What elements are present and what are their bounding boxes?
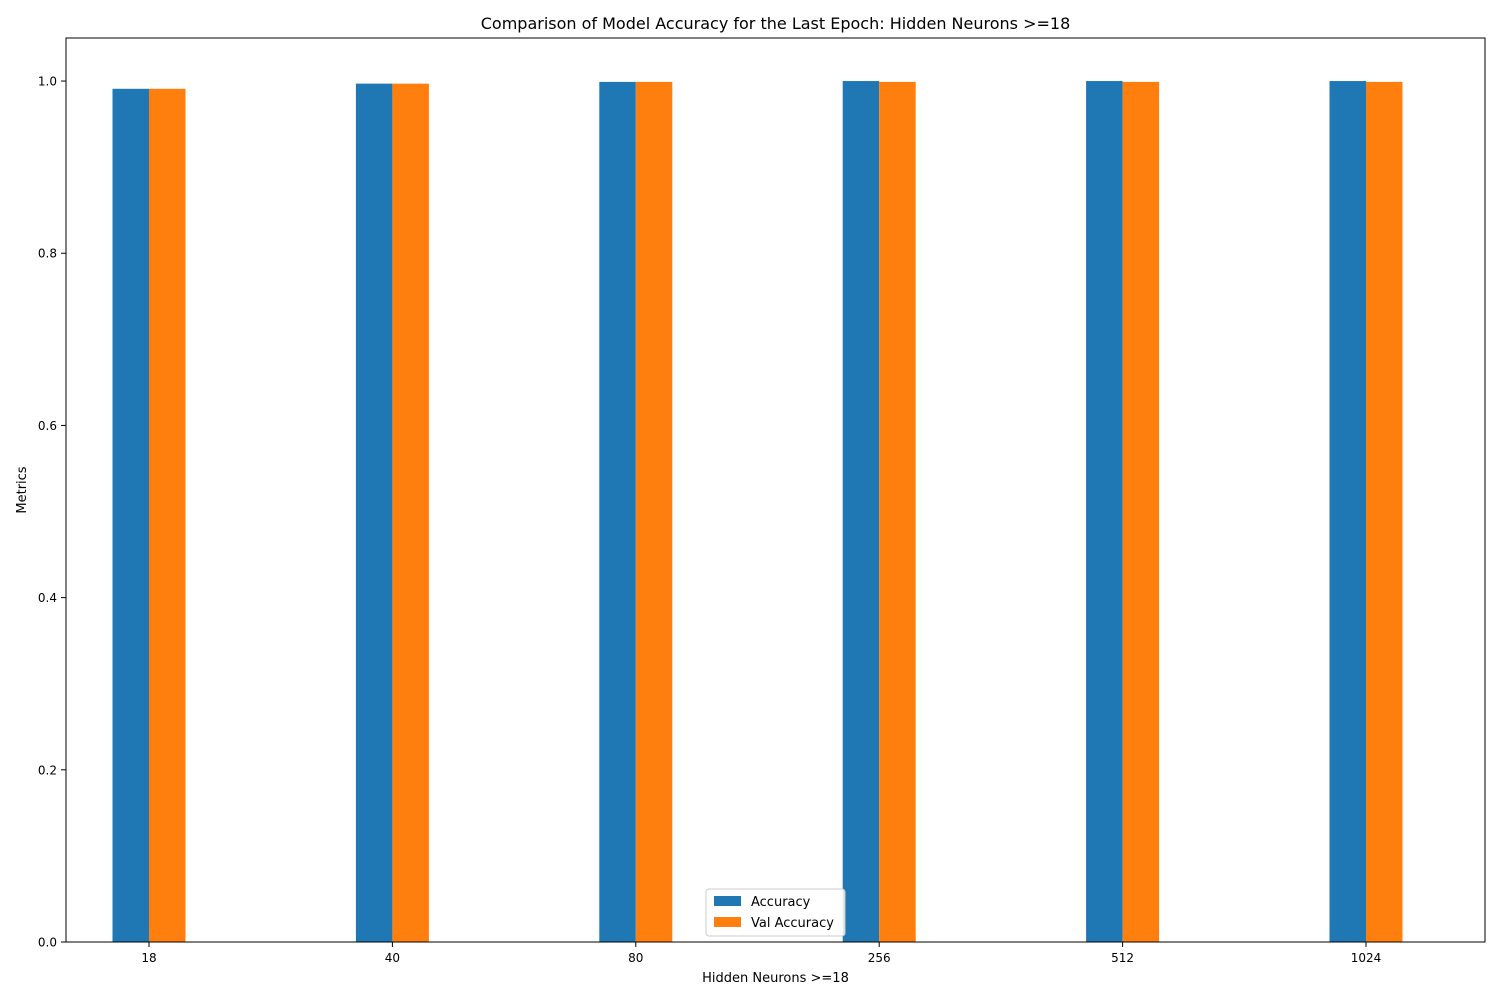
y-tick-label: 0.8 — [38, 247, 57, 261]
bar-accuracy-80 — [599, 81, 636, 942]
legend-label: Val Accuracy — [751, 916, 834, 931]
legend: Accuracy Val Accuracy — [705, 888, 846, 937]
y-tick-label: 0.2 — [38, 763, 57, 777]
y-tick-label: 0.4 — [38, 591, 57, 605]
y-tick-label: 0.0 — [38, 936, 57, 950]
x-tick-label: 40 — [385, 951, 400, 965]
x-tick-label: 1024 — [1351, 951, 1382, 965]
x-axis-label: Hidden Neurons >=18 — [702, 971, 849, 986]
y-tick-label: 0.6 — [38, 419, 57, 433]
bar-val-accuracy-18 — [149, 88, 186, 942]
y-tick-label: 1.0 — [38, 75, 57, 89]
bar-val-accuracy-512 — [1122, 81, 1160, 942]
bar-val-accuracy-80 — [635, 81, 673, 942]
plot-frame — [65, 37, 1486, 943]
x-tick-label: 512 — [1111, 951, 1134, 965]
bar-accuracy-1024 — [1329, 81, 1366, 943]
bar-val-accuracy-40 — [392, 83, 429, 942]
y-axis: 0.0 0.2 0.4 0.6 0.8 1.0 — [38, 75, 66, 950]
chart-title: Comparison of Model Accuracy for the Las… — [481, 14, 1071, 33]
legend-swatch — [714, 896, 741, 906]
bar-val-accuracy-1024 — [1366, 81, 1403, 942]
bar-val-accuracy-256 — [879, 81, 916, 942]
x-tick-label: 256 — [868, 951, 891, 965]
x-tick-label: 18 — [141, 951, 156, 965]
bar-accuracy-512 — [1086, 81, 1123, 943]
bars-layer — [112, 81, 1403, 943]
bar-accuracy-18 — [112, 88, 149, 942]
bar-accuracy-256 — [842, 81, 880, 943]
x-tick-label: 80 — [628, 951, 643, 965]
legend-label: Accuracy — [751, 895, 811, 910]
x-axis: 18 40 80 256 512 1024 — [141, 942, 1381, 965]
bar-accuracy-40 — [355, 83, 393, 942]
legend-swatch — [714, 917, 741, 927]
y-axis-label: Metrics — [15, 466, 30, 513]
